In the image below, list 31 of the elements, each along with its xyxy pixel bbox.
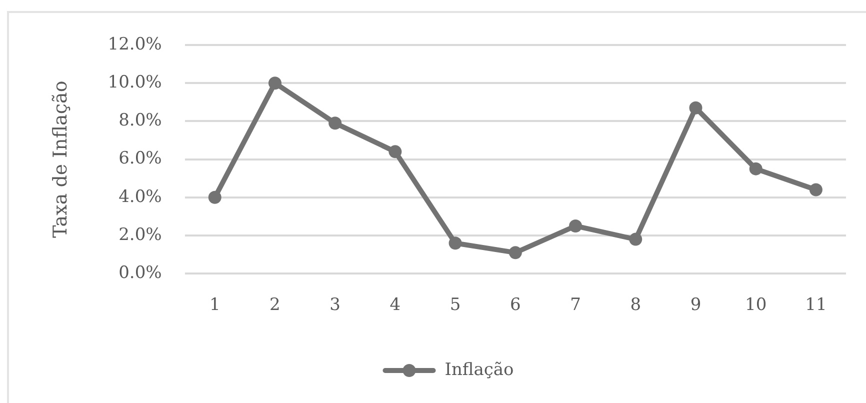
x-tick-label: 2 xyxy=(270,295,280,316)
x-tick-label: 8 xyxy=(630,295,642,316)
y-tick-label: 0.0% xyxy=(118,263,162,284)
y-tick-label: 12.0% xyxy=(108,34,162,54)
point xyxy=(749,162,762,176)
x-tick-label: 9 xyxy=(690,295,702,316)
x-tick-label: 1 xyxy=(209,295,220,316)
point xyxy=(809,183,822,196)
legend-label: Inflação xyxy=(444,360,514,380)
point xyxy=(388,145,402,158)
point xyxy=(569,219,582,232)
x-tick-label: 7 xyxy=(570,295,581,316)
y-tick-label: 8.0% xyxy=(118,110,162,131)
point xyxy=(689,101,702,114)
x-tick-label: 4 xyxy=(390,295,401,316)
y-tick-label: 2.0% xyxy=(118,224,162,245)
x-tick-label: 3 xyxy=(330,295,340,316)
point xyxy=(448,236,462,250)
point xyxy=(508,246,522,260)
point xyxy=(629,232,642,246)
x-tick-label: 5 xyxy=(450,295,461,316)
point xyxy=(268,76,282,90)
point xyxy=(208,190,222,204)
x-tick-label: 11 xyxy=(805,295,827,316)
y-axis-title: Taxa de Inflação xyxy=(49,80,72,238)
y-tick-label: 4.0% xyxy=(118,186,162,207)
point xyxy=(328,116,342,130)
x-tick-label: 6 xyxy=(510,295,521,316)
y-tick-label: 6.0% xyxy=(118,148,162,169)
x-tick-label: 10 xyxy=(745,295,767,316)
y-tick-label: 10.0% xyxy=(108,72,162,93)
